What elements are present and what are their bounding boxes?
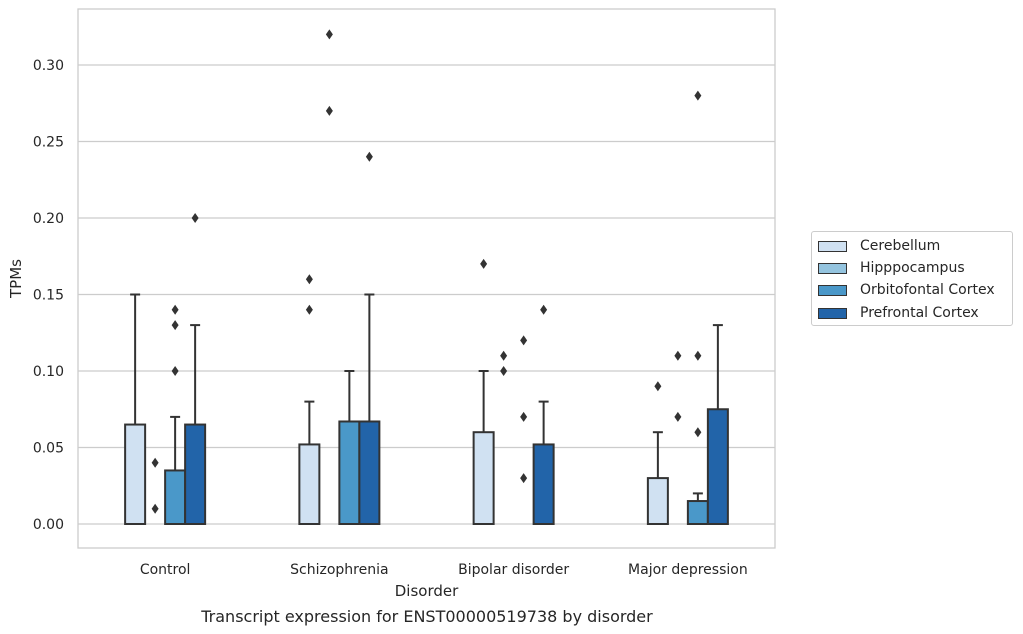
legend-swatch-prefrontal-cortex (818, 307, 847, 319)
outlier-point (694, 427, 702, 438)
bars (124, 408, 729, 526)
legend-swatch-orbitofrontal-cortex (818, 284, 847, 296)
bar-cerebellum-schizophrenia (298, 443, 321, 525)
legend-item-cerebellum: Cerebellum (818, 237, 940, 255)
outlier-point (151, 503, 159, 514)
legend-item-orbitofrontal-cortex: Orbitofontal Cortex (818, 281, 995, 299)
y-axis-label: TPMs (7, 259, 25, 299)
bar-orbitofontal-cortex-schizophrenia (338, 420, 361, 525)
bar-prefrontal-cortex-control (184, 423, 207, 525)
bar-cerebellum-major-depression (646, 477, 669, 526)
outlier-point (674, 411, 682, 422)
y-gridlines (78, 64, 775, 525)
outlier-point (520, 473, 528, 484)
outlier-point (171, 366, 179, 376)
y-tick-label: 0.05 (33, 441, 64, 457)
legend-item-hippocampus: Hipppocampus (818, 259, 965, 277)
outlier-point (540, 304, 548, 315)
outlier-point (365, 151, 373, 162)
outlier-point (674, 350, 682, 361)
y-tick-label: 0.20 (33, 211, 64, 227)
chart-caption: Transcript expression for ENST0000051973… (200, 607, 653, 626)
plot-frame (77, 8, 776, 549)
outlier-point (520, 411, 528, 422)
outlier-point (171, 304, 179, 315)
x-tick-labels: Control Schizophrenia Bipolar disorder Majo… (140, 562, 748, 578)
bar-prefrontal-cortex-bipolar-disorder (532, 443, 555, 525)
legend-label-hippocampus: Hipppocampus (860, 260, 965, 276)
outlier-point (480, 258, 488, 269)
bar-prefrontal-cortex-major-depression (706, 408, 729, 525)
bar-orbitofontal-cortex-control (164, 469, 187, 526)
y-tick-label: 0.10 (33, 364, 64, 380)
legend-label-cerebellum: Cerebellum (860, 238, 941, 254)
bar-orbitofontal-cortex-major-depression (686, 500, 709, 525)
y-tick-label: 0.15 (33, 288, 64, 304)
outlier-point (151, 457, 159, 468)
error-whiskers (130, 293, 723, 502)
y-tick-label: 0.00 (33, 517, 64, 533)
legend-label-prefrontal-cortex: Prefrontal Cortex (860, 305, 979, 321)
outlier-point (500, 366, 508, 376)
y-tick-label: 0.25 (33, 135, 64, 151)
bar-cerebellum-control (124, 423, 147, 525)
legend-item-prefrontal-cortex: Prefrontal Cortex (818, 304, 979, 322)
y-tick-label: 0.30 (33, 58, 64, 74)
legend-label-orbitofrontal-cortex: Orbitofontal Cortex (860, 282, 995, 298)
outlier-point (325, 105, 333, 116)
outlier-points (151, 29, 702, 514)
outlier-point (325, 29, 333, 40)
outlier-point (520, 335, 528, 346)
x-tick-label: Major depression (628, 562, 748, 578)
legend-swatch-cerebellum (818, 240, 847, 252)
bar-cerebellum-bipolar-disorder (472, 431, 495, 526)
x-tick-label: Schizophrenia (290, 562, 388, 578)
legend: Cerebellum Hipppocampus Orbitofontal Cor… (811, 231, 1013, 326)
x-axis-label: Disorder (395, 582, 459, 600)
outlier-point (654, 381, 662, 392)
outlier-point (191, 213, 199, 223)
outlier-point (694, 90, 702, 101)
bar-prefrontal-cortex-schizophrenia (358, 420, 381, 525)
outlier-point (171, 320, 179, 331)
outlier-point (500, 350, 508, 361)
x-tick-label: Control (140, 562, 191, 578)
legend-swatch-hippocampus (818, 262, 847, 274)
outlier-point (305, 274, 313, 285)
y-tick-labels: 0.00 0.05 0.10 0.15 0.20 0.25 0.30 (33, 58, 64, 533)
outlier-point (694, 350, 702, 361)
x-tick-label: Bipolar disorder (458, 562, 569, 578)
outlier-point (305, 304, 313, 315)
